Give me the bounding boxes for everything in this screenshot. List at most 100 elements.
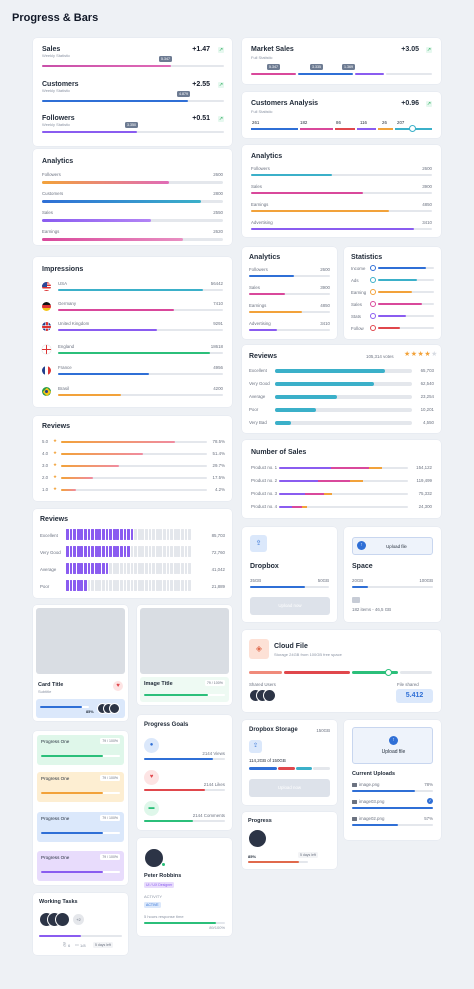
earnings-progress: [249, 311, 330, 314]
card-subtitle: Full Statistic: [251, 109, 273, 114]
review-segment: [119, 529, 123, 540]
review-segment: [155, 546, 159, 557]
comments-progress: [144, 820, 225, 823]
trend-up-icon: ↗: [426, 47, 432, 53]
row-value: 18618: [210, 344, 223, 349]
row-label: Sales: [351, 302, 362, 307]
reviews-segmented-card: Reviews Excellent 85,703 Very Good 72,76…: [33, 509, 232, 598]
review-segment: [66, 529, 69, 540]
delta-value: +2.55: [192, 81, 210, 88]
review-segment: [94, 563, 98, 574]
value-chip: 3.350: [125, 122, 138, 128]
upload-file-button[interactable]: Upload file: [352, 537, 433, 555]
row-value: 62,540: [420, 381, 434, 386]
review-segment: [69, 563, 73, 574]
review-segment: [130, 580, 134, 591]
review-segment: [127, 563, 130, 574]
review-segment: [112, 563, 116, 574]
upload-dropzone[interactable]: ↑ Upload file: [352, 727, 433, 764]
row-value: 85,703: [211, 533, 225, 538]
progress-bar: [41, 755, 120, 758]
task-progress: [39, 935, 122, 938]
review-segment: [83, 529, 87, 540]
review-segment: [101, 529, 105, 540]
status-dot: [370, 277, 376, 283]
profile-name: Peter Robbins: [144, 873, 182, 879]
review-segment: [152, 580, 156, 591]
upload-card: ↑ Upload file Current Uploads image.png …: [344, 720, 441, 840]
row-label: Sales: [249, 285, 260, 290]
folder-icon: [352, 783, 357, 787]
review-segment-bar: [66, 563, 191, 574]
review-segment: [170, 563, 174, 574]
number-of-sales-card: Number of Sales Product no. 1 154,122 Pr…: [242, 440, 441, 518]
profile-avatar: [144, 848, 164, 868]
card-title: Impressions: [42, 266, 84, 273]
market-segment-bar: [251, 73, 432, 76]
status-dot: [370, 301, 376, 307]
progress-one-item: Progress One 79 / 100%: [37, 812, 124, 842]
row-label: Income: [351, 266, 366, 271]
review-segment: [73, 563, 76, 574]
germany-flag-icon: [42, 302, 51, 311]
status-dot: [370, 265, 376, 271]
file-name: image03.png: [359, 799, 385, 804]
follow-progress: [378, 327, 434, 330]
card-title: Market Sales: [251, 46, 294, 53]
upload-now-button[interactable]: Upload now: [250, 597, 330, 615]
review-segment: [173, 529, 177, 540]
review-segment: [184, 529, 188, 540]
heart-icon: ♥: [144, 770, 159, 785]
heart-icon[interactable]: ♥: [113, 681, 123, 691]
card-title: Card Title: [38, 682, 64, 688]
followers-progress: [249, 275, 330, 278]
review-segment: [134, 563, 138, 574]
progress-title: Progress One: [41, 739, 70, 744]
review-segment: [141, 563, 145, 574]
earning-progress: [378, 291, 434, 294]
brasil-flag-icon: [42, 387, 51, 396]
storage-segment-bar: [249, 767, 330, 770]
goal-value: 2144 Views: [202, 751, 225, 756]
segment-value: 86: [336, 120, 341, 125]
delta-value: +3.05: [401, 46, 419, 53]
upload-now-button[interactable]: Upload now: [249, 779, 330, 797]
progress-title: Progress One: [41, 816, 70, 821]
segment-value: 261: [252, 120, 260, 125]
review-segment: [177, 546, 181, 557]
row-label: Advertising: [251, 220, 273, 225]
row-label: Followers: [42, 172, 61, 177]
card-title: Space: [352, 563, 373, 570]
row-value: 2620: [213, 229, 223, 234]
star-icon: ★: [53, 450, 58, 455]
slider-handle[interactable]: [385, 669, 392, 676]
more-users-count[interactable]: +2: [73, 914, 84, 925]
file-shared-label: File shared: [397, 682, 419, 687]
usa-flag-icon: [42, 282, 51, 291]
cloud-upload-icon: ⇪: [250, 535, 267, 552]
progress-badge: 79 / 100%: [204, 680, 225, 686]
segment-value: 182: [300, 120, 308, 125]
reviews-card-right: Reviews 105,314 votes ★★★★★ Excellent 65…: [242, 345, 441, 433]
row-label: 5.0: [42, 439, 49, 444]
card-title: Reviews: [249, 353, 278, 360]
review-segment: [76, 546, 80, 557]
sales-progress: [251, 192, 432, 195]
followers-progress: [251, 174, 432, 177]
review-segment: [105, 563, 109, 574]
row-value: 17.5%: [212, 475, 225, 480]
slider-handle[interactable]: [409, 125, 416, 132]
value-chip: 4.879: [177, 91, 190, 97]
row-value: 21,889: [211, 584, 225, 589]
review-segment: [148, 580, 152, 591]
stats-progress: [378, 315, 434, 318]
file-shared-value: 5.412: [396, 689, 433, 703]
advertising-progress: [251, 228, 432, 231]
review-segment: [91, 529, 94, 540]
review-segment: [152, 563, 156, 574]
used-storage: 35GB: [250, 578, 262, 583]
review-segment: [94, 580, 98, 591]
progress-one-card: Progress One 79 / 100% Progress One 79 /…: [33, 731, 128, 885]
card-title: Progress Goals: [144, 722, 189, 728]
image-title-card: Image Title 79 / 100%: [137, 605, 232, 705]
